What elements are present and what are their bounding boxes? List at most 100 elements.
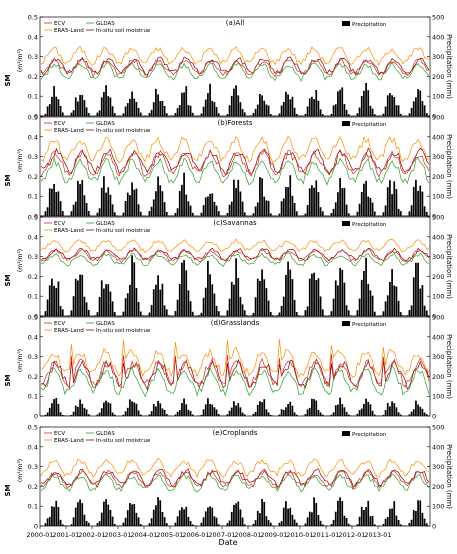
precip-bar xyxy=(426,212,428,216)
precip-bar xyxy=(255,109,257,116)
precip-bar xyxy=(313,399,315,416)
precip-bar xyxy=(55,501,57,526)
precip-bar xyxy=(181,507,183,526)
precip-bar xyxy=(333,520,335,526)
x-tick-label: 2001-01 xyxy=(52,531,79,539)
precip-bar xyxy=(391,194,393,216)
y-left-tick-label: 0.5 xyxy=(28,114,38,122)
precip-bar xyxy=(205,100,207,116)
y-right-tick-label: 400 xyxy=(432,333,444,341)
precip-bar xyxy=(259,94,261,116)
precip-bar xyxy=(164,517,166,526)
precip-bar xyxy=(372,203,374,216)
y-left-tick-label: 0.5 xyxy=(28,14,38,22)
legend-label-precip: Precipitation xyxy=(352,432,387,438)
precip-bar xyxy=(398,520,400,526)
precip-bar xyxy=(190,411,192,416)
precip-bar xyxy=(348,524,350,526)
precip-bar xyxy=(129,503,131,526)
precip-bar xyxy=(298,115,300,116)
precip-bar xyxy=(244,310,246,316)
precip-bar xyxy=(398,209,400,216)
precip-bar xyxy=(105,284,107,316)
precip-bar xyxy=(164,305,166,316)
precip-bar xyxy=(413,277,415,316)
y-left-label: SM xyxy=(4,74,12,86)
precip-bar xyxy=(205,511,207,526)
precip-bar xyxy=(229,105,231,116)
precip-bar xyxy=(192,312,194,316)
precip-bar xyxy=(253,113,255,116)
precip-bar xyxy=(385,301,387,316)
precip-bar xyxy=(413,409,415,416)
precip-bar xyxy=(125,201,127,216)
precip-bar xyxy=(60,201,62,216)
precip-bar xyxy=(183,92,185,116)
precip-bar xyxy=(138,302,140,316)
precip-bar xyxy=(419,407,421,416)
legend-label-insitu: In-situ soil moistrue xyxy=(96,28,151,34)
precip-bar xyxy=(313,273,315,316)
precip-bar xyxy=(192,524,194,526)
precip-bar xyxy=(339,90,341,116)
precip-bar xyxy=(292,97,294,116)
precip-bar xyxy=(374,114,376,116)
precip-bar xyxy=(133,99,135,116)
precip-bar xyxy=(53,184,55,216)
precip-bar xyxy=(97,523,99,526)
y-right-tick-label: 100 xyxy=(432,93,444,101)
x-tick-label: 2009-01 xyxy=(260,531,287,539)
precip-bar xyxy=(53,86,55,116)
precip-bar xyxy=(391,269,393,316)
precip-bar xyxy=(370,106,372,116)
precip-bar xyxy=(51,279,53,316)
precip-bar xyxy=(75,202,77,216)
precip-bar xyxy=(185,86,187,116)
y-right-tick-label: 500 xyxy=(432,314,444,322)
precip-bar xyxy=(409,211,411,216)
precip-bar xyxy=(140,212,142,216)
x-tick-label: 2004-01 xyxy=(130,531,157,539)
precip-bar xyxy=(88,523,90,526)
precip-bar xyxy=(285,501,287,526)
precip-bar xyxy=(419,289,421,316)
precip-bar xyxy=(71,211,73,216)
precip-bar xyxy=(175,414,177,416)
precip-bar xyxy=(159,101,161,116)
precip-bar xyxy=(177,516,179,526)
precip-bar xyxy=(422,285,424,316)
precip-bar xyxy=(47,106,49,116)
precip-bar xyxy=(209,84,211,116)
precip-bar xyxy=(142,315,144,316)
precip-bar xyxy=(218,524,220,526)
precip-bar xyxy=(255,206,257,216)
y-right-tick-label: 400 xyxy=(432,33,444,41)
precip-bar xyxy=(237,403,239,416)
precip-bar xyxy=(183,173,185,216)
precip-bar xyxy=(153,199,155,216)
legend-label-precip: Precipitation xyxy=(352,122,387,128)
precip-bar xyxy=(357,524,359,526)
precip-bar xyxy=(140,311,142,316)
precip-bar xyxy=(253,213,255,216)
precip-bar xyxy=(194,525,196,526)
y-left-tick-label: 0.1 xyxy=(28,293,38,301)
precip-bar xyxy=(283,297,285,316)
precip-bar xyxy=(201,523,203,526)
precip-bar xyxy=(315,401,317,416)
precip-bar xyxy=(214,294,216,316)
precip-bar xyxy=(393,286,395,316)
precip-bar xyxy=(387,403,389,416)
precip-bar xyxy=(289,402,291,416)
precip-bar xyxy=(261,269,263,316)
precip-bar xyxy=(374,524,376,526)
y-left-tick-label: 0.2 xyxy=(28,273,38,281)
precip-bar xyxy=(417,405,419,416)
precip-bar xyxy=(49,285,51,316)
precip-bar xyxy=(58,404,60,416)
precip-bar xyxy=(125,518,127,526)
precip-bar xyxy=(283,198,285,216)
precip-bar xyxy=(209,274,211,316)
precip-bar xyxy=(58,191,60,216)
precip-bar xyxy=(257,105,259,116)
